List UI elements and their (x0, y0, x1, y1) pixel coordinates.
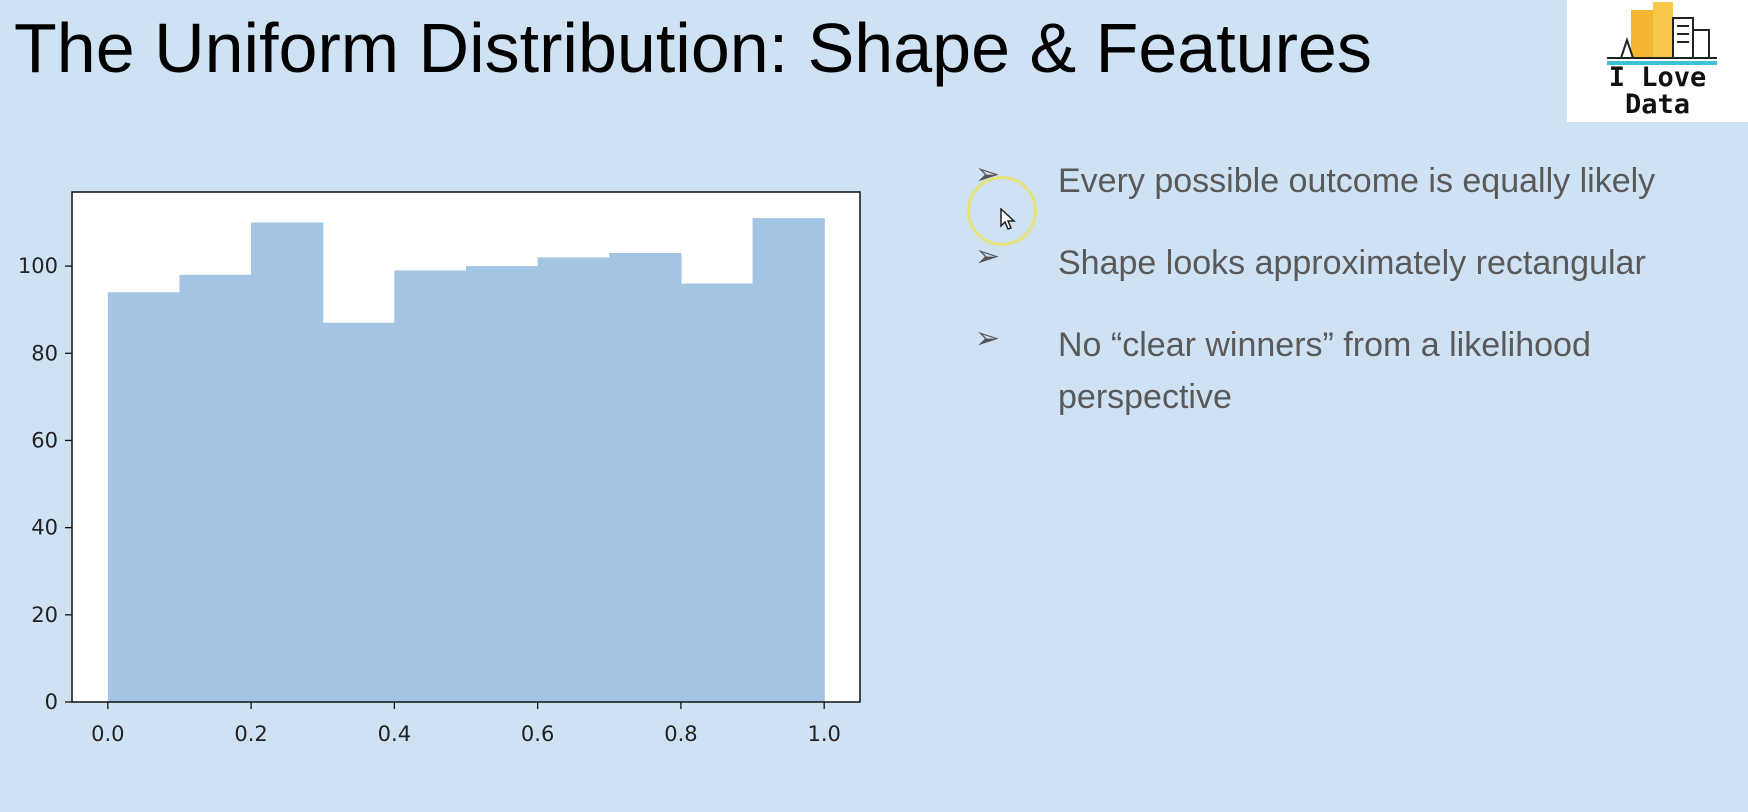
cursor-highlight-ring (967, 176, 1037, 246)
arrowhead-bullet-icon: ➢ (975, 321, 1001, 356)
plot-frame (71, 191, 861, 703)
histogram-bar (537, 257, 610, 702)
logo-line-1: I Love (1608, 62, 1707, 93)
logo-line-2: Data (1624, 89, 1691, 120)
histogram-chart: 0.0 0.2 0.4 0.6 0.8 1.0 0 20 40 60 80 100 (0, 150, 880, 770)
y-tick-label: 20 (31, 603, 58, 627)
histogram-bar (179, 274, 252, 702)
histogram-bar (322, 322, 395, 702)
slide-title: The Uniform Distribution: Shape & Featur… (14, 9, 1372, 87)
histogram-bar (680, 283, 754, 702)
x-tick-label: 0.4 (378, 722, 411, 746)
y-tick-label: 40 (31, 516, 58, 540)
x-tick-label: 0.6 (521, 722, 554, 746)
histogram-bar (251, 222, 324, 702)
histogram-bar (609, 253, 682, 702)
x-tick-label: 0.2 (234, 722, 267, 746)
x-tick-label: 0.0 (91, 722, 124, 746)
y-tick-label: 60 (31, 428, 58, 452)
bullet-text: No “clear winners” from a likelihood per… (1058, 326, 1591, 416)
histogram-svg: 0.0 0.2 0.4 0.6 0.8 1.0 0 20 40 60 80 100 (18, 191, 861, 746)
bullet-list: ➢ Every possible outcome is equally like… (975, 155, 1735, 453)
histogram-bar (752, 218, 825, 702)
bullet-text: Shape looks approximately rectangular (1058, 244, 1646, 282)
bullet-item: ➢ Every possible outcome is equally like… (975, 155, 1735, 207)
histogram-bar (107, 292, 181, 702)
y-tick-label: 80 (31, 341, 58, 365)
y-tick-label: 100 (18, 254, 58, 278)
y-tick-label: 0 (45, 690, 58, 714)
histogram-bar (394, 270, 467, 702)
mouse-pointer-icon (1000, 208, 1016, 230)
x-tick-label: 1.0 (807, 722, 840, 746)
bullet-item: ➢ No “clear winners” from a likelihood p… (975, 319, 1735, 423)
histogram-bar (466, 266, 539, 702)
city-buildings-icon (1607, 2, 1717, 65)
x-tick-label: 0.8 (664, 722, 697, 746)
i-love-data-logo: I Love Data (1567, 0, 1748, 122)
bullet-text: Every possible outcome is equally likely (1058, 162, 1656, 200)
bullet-item: ➢ Shape looks approximately rectangular (975, 237, 1735, 289)
